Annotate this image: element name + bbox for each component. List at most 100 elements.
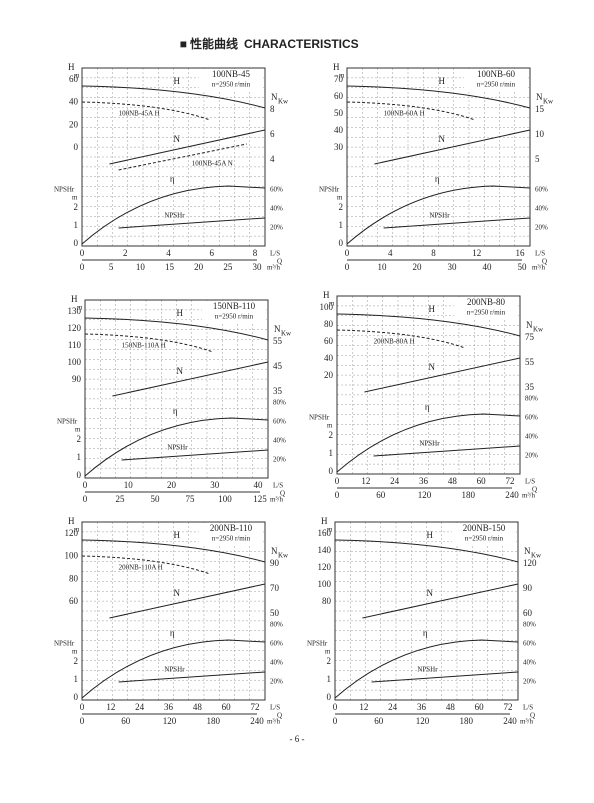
q-axis-title: Q <box>277 258 282 266</box>
n-axis-unit: Kw <box>278 552 289 560</box>
n-tick-label: 70 <box>270 583 280 593</box>
h-tick-label: 20 <box>324 370 334 380</box>
plot-frame <box>346 67 531 247</box>
n-axis-title: N <box>274 324 281 334</box>
q-unit: m³/h <box>267 264 280 272</box>
flow-tick-label: 72 <box>251 702 260 712</box>
h-tick-label: 70 <box>334 74 344 84</box>
flow-tick-label: 10 <box>124 480 134 490</box>
n-tick-label: 90 <box>523 583 533 593</box>
eta-label: η <box>435 174 440 184</box>
speed: n=2950 r/min <box>465 535 504 543</box>
flow-tick-label: 0 <box>335 476 340 486</box>
h-tick-label: 30 <box>334 142 344 152</box>
model: 200NB-110 <box>210 523 253 533</box>
alt-h-label: 100NB-60A H <box>384 110 425 118</box>
q-tick-label: 30 <box>253 262 263 272</box>
n-axis-unit: Kw <box>543 98 554 106</box>
eff-tick-label: 20% <box>270 224 283 232</box>
eff-tick-label: 40% <box>525 433 538 441</box>
speed: n=2950 r/min <box>467 309 506 317</box>
eta-curve <box>346 185 531 245</box>
q-tick-label: 10 <box>136 262 146 272</box>
eta-curve <box>84 417 269 477</box>
flow-tick-label: 8 <box>253 248 258 258</box>
q-tick-label: 20 <box>413 262 423 272</box>
h-tick-label: 20 <box>69 119 79 129</box>
flow-tick-label: 60 <box>475 702 485 712</box>
model: 100NB-45 <box>212 69 250 79</box>
eff-tick-label: 40% <box>270 659 283 667</box>
npshr-curve <box>118 217 266 229</box>
eff-tick-label: 60% <box>523 640 536 648</box>
eff-tick-label: 80% <box>525 395 538 403</box>
npshr-axis-title: NPSHr <box>54 186 75 194</box>
eff-tick-label: 20% <box>525 452 538 460</box>
h-tick-label: 100 <box>320 302 334 312</box>
flow-tick-label: 48 <box>446 702 456 712</box>
flow-unit: L/S <box>525 478 535 486</box>
h-curve <box>334 539 519 563</box>
q-tick-label: 0 <box>345 262 350 272</box>
speed: n=2950 r/min <box>212 81 251 89</box>
flow-tick-label: 0 <box>83 480 88 490</box>
npshr-tick-label: 0 <box>74 692 79 702</box>
eff-tick-label: 60% <box>525 414 538 422</box>
npshr-axis-unit: m <box>327 422 333 430</box>
alt-n-label: 100NB-45A N <box>192 160 233 168</box>
h-curve <box>84 317 269 341</box>
q-tick-label: 0 <box>83 494 88 504</box>
h-axis-unit: m <box>329 300 335 308</box>
flow-tick-label: 60 <box>222 702 232 712</box>
eff-tick-label: 80% <box>273 399 286 407</box>
n-label: N <box>427 588 434 598</box>
flow-tick-label: 12 <box>106 702 115 712</box>
eta-curve <box>81 639 266 699</box>
h-tick-label: 100 <box>318 579 332 589</box>
n-axis-unit: Kw <box>278 98 289 106</box>
h-tick-label: 140 <box>318 545 332 555</box>
flow-tick-label: 8 <box>431 248 436 258</box>
h-axis-title: H <box>68 516 75 526</box>
h-axis-title: H <box>323 290 330 300</box>
flow-tick-label: 6 <box>210 248 215 258</box>
eta-curve <box>334 639 519 699</box>
eta-label: η <box>423 628 428 638</box>
model-box <box>452 523 516 545</box>
h-tick-label: 130 <box>68 306 82 316</box>
h-tick-label: 60 <box>69 596 79 606</box>
npshr-tick-label: 1 <box>339 220 344 230</box>
npshr-curve <box>121 449 269 461</box>
npshr-label: NPSHr <box>429 212 450 220</box>
q-tick-label: 120 <box>416 716 430 726</box>
q-unit: m³/h <box>270 496 283 504</box>
q-axis-title: Q <box>530 712 535 720</box>
q-tick-label: 240 <box>503 716 517 726</box>
flow-tick-label: 48 <box>193 702 203 712</box>
n-label: N <box>174 588 181 598</box>
h-tick-label: 50 <box>334 108 344 118</box>
h-label: H <box>427 530 434 540</box>
eta-label: η <box>170 628 175 638</box>
npshr-tick-label: 1 <box>327 674 332 684</box>
npshr-axis-unit: m <box>72 194 78 202</box>
npshr-tick-label: 2 <box>74 656 79 666</box>
eff-tick-label: 20% <box>270 678 283 686</box>
q-unit: m³/h <box>267 718 280 726</box>
n-curve <box>374 129 531 165</box>
h-axis-unit: m <box>74 72 80 80</box>
npshr-tick-label: 1 <box>329 448 334 458</box>
q-tick-label: 120 <box>163 716 177 726</box>
q-unit: m³/h <box>520 718 533 726</box>
npshr-axis-title: NPSHr <box>307 640 328 648</box>
n-tick-label: 8 <box>270 104 275 114</box>
npshr-tick-label: 0 <box>327 692 332 702</box>
n-axis-title: N <box>536 92 543 102</box>
eff-tick-label: 80% <box>523 621 536 629</box>
flow-tick-label: 16 <box>516 248 526 258</box>
h-tick-label: 80 <box>324 319 334 329</box>
model-box <box>464 69 528 91</box>
npshr-axis-title: NPSHr <box>309 414 330 422</box>
